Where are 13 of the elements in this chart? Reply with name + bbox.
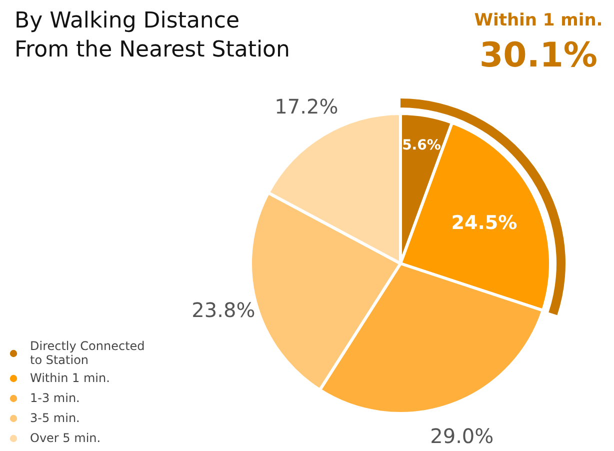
text: Within 1 min.: [474, 10, 603, 30]
legend-label: Within 1 min.: [30, 371, 110, 385]
chart-title: By Walking Distance From the Nearest Station: [14, 8, 290, 62]
data-label: 29.0%: [430, 424, 494, 448]
legend-label: 3-5 min.: [30, 411, 80, 425]
legend-label: Over 5 min.: [30, 431, 101, 445]
data-label: 23.8%: [192, 298, 256, 322]
legend-label: 1-3 min.: [30, 391, 80, 405]
data-label: 17.2%: [274, 94, 338, 119]
data-label: 24.5%: [451, 212, 518, 234]
data-label: 5.6%: [402, 137, 441, 154]
text: 30.1%: [480, 36, 598, 76]
legend-label: Directly Connected to Station: [30, 339, 145, 367]
